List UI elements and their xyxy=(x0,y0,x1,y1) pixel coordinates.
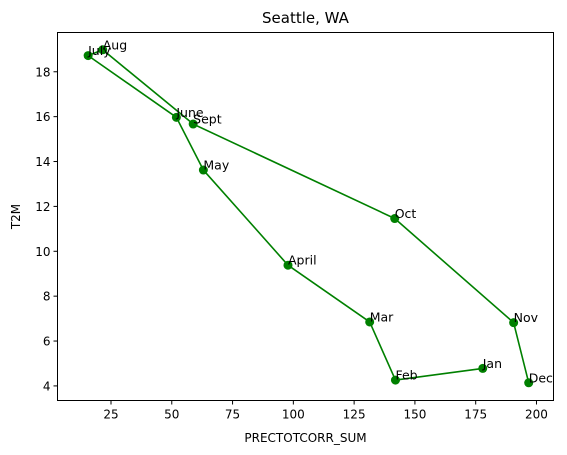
x-tick-label: 125 xyxy=(343,408,366,422)
data-label-oct: Oct xyxy=(395,206,417,221)
data-label-sept: Sept xyxy=(193,112,222,127)
data-point-nov xyxy=(509,318,519,328)
data-point-may xyxy=(198,165,208,175)
x-tick-label: 100 xyxy=(282,408,305,422)
y-axis-ticks: 4 6 8 10 12 14 16 18 xyxy=(35,65,58,393)
y-tick-label: 12 xyxy=(35,200,50,214)
data-point-sept xyxy=(188,119,198,129)
x-axis-ticks: 25 50 75 100 125 150 175 200 xyxy=(103,400,548,422)
chart-title: Seattle, WA xyxy=(262,9,350,27)
x-axis-label: PRECTOTCORR_SUM xyxy=(244,431,366,445)
data-label-june: June xyxy=(175,105,204,120)
data-label-mar: Mar xyxy=(370,309,394,324)
y-tick-label: 10 xyxy=(35,245,50,259)
x-tick-label: 75 xyxy=(225,408,240,422)
data-label-feb: Feb xyxy=(395,368,417,383)
series-line xyxy=(87,48,530,383)
data-point-mar xyxy=(365,317,375,327)
data-point-dec xyxy=(524,378,534,388)
x-tick-label: 200 xyxy=(525,408,548,422)
y-tick-label: 4 xyxy=(43,379,51,393)
data-label-july: July xyxy=(87,43,111,58)
data-label-dec: Dec xyxy=(529,370,553,385)
data-point-april xyxy=(283,260,293,270)
x-tick-label: 25 xyxy=(103,408,118,422)
series-layer xyxy=(87,48,530,383)
y-tick-label: 6 xyxy=(43,335,51,349)
data-point-jan xyxy=(478,363,488,373)
y-tick-label: 8 xyxy=(43,290,51,304)
data-point-oct xyxy=(390,214,400,224)
y-tick-label: 14 xyxy=(35,155,50,169)
data-label-jan: Jan xyxy=(482,356,502,371)
data-point-aug xyxy=(98,45,108,55)
x-tick-label: 175 xyxy=(464,408,487,422)
x-tick-label: 50 xyxy=(164,408,179,422)
data-label-april: April xyxy=(288,253,317,268)
data-label-aug: Aug xyxy=(103,37,127,52)
data-point-july xyxy=(83,51,93,61)
data-point-june xyxy=(171,112,181,122)
data-label-nov: Nov xyxy=(514,310,539,325)
data-label-may: May xyxy=(203,158,229,173)
y-axis-label: T2M xyxy=(9,204,23,230)
x-tick-label: 150 xyxy=(403,408,426,422)
marker-layer xyxy=(83,45,534,388)
y-tick-label: 16 xyxy=(35,110,50,124)
plot-frame xyxy=(57,32,554,401)
y-tick-label: 18 xyxy=(35,65,50,79)
data-point-feb xyxy=(390,375,400,385)
